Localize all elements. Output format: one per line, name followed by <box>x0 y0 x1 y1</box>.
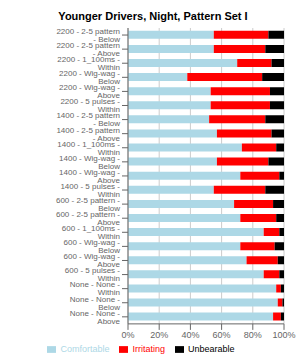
html-text:1400 - Wig-wag -: 1400 - Wig-wag - <box>59 153 120 163</box>
svg-text:0%: 0% <box>121 330 134 340</box>
svg-text:60%: 60% <box>213 330 231 340</box>
html-text:Below: Below <box>98 161 120 171</box>
html-text:1400 - 2-5 pattern: 1400 - 2-5 pattern <box>56 111 120 121</box>
html-text:600 - 5 pulses -: 600 - 5 pulses - <box>64 266 120 276</box>
html-text:2200 - Wig-wag -: 2200 - Wig-wag - <box>59 83 120 93</box>
html-text:- Below: - Below <box>93 119 120 129</box>
html-text:Below: Below <box>98 204 120 213</box>
html-text:600 - 2-5 pattern -: 600 - 2-5 pattern - <box>56 210 120 219</box>
html-text:600 - Wig-wag -: 600 - Wig-wag - <box>63 252 120 262</box>
html-text:Within: Within <box>97 147 120 157</box>
html-text:Above: Above <box>97 175 120 185</box>
svg-text:100%: 100% <box>272 330 295 340</box>
html-text:2200 - 5 pulses -: 2200 - 5 pulses - <box>60 97 120 107</box>
html-text:2200 - 2-5 pattern: 2200 - 2-5 pattern <box>56 26 120 36</box>
html-text:2200 - Wig-wag -: 2200 - Wig-wag - <box>59 69 120 79</box>
html-text:600 - 2-5 pattern -: 600 - 2-5 pattern - <box>56 196 120 205</box>
html-text:Comfortable: Comfortable <box>60 343 110 354</box>
html-text:Within: Within <box>97 232 120 242</box>
html-text:- Above: - Above <box>92 133 120 143</box>
html-text:None - None -: None - None - <box>69 280 120 290</box>
html-text:Above: Above <box>97 91 120 101</box>
html-text:Below: Below <box>98 77 120 87</box>
html-text:Above: Above <box>97 218 120 227</box>
html-text:Within: Within <box>97 288 120 298</box>
svg-text:40%: 40% <box>181 330 199 340</box>
html-text:Above: Above <box>97 260 120 270</box>
svg-text:None - None -Above: None - None -Above <box>70 309 121 326</box>
html-text:600 - Wig-wag -: 600 - Wig-wag - <box>63 238 120 248</box>
html-text:- Below: - Below <box>93 34 120 44</box>
html-text:Within: Within <box>97 63 120 73</box>
html-text:1400 - 1_100ms -: 1400 - 1_100ms - <box>57 139 120 149</box>
html-text:1400 - 5 pulses -: 1400 - 5 pulses - <box>60 181 120 191</box>
html-text:Within: Within <box>97 105 120 115</box>
html-text:None - None -: None - None - <box>69 294 120 304</box>
svg-text:20%: 20% <box>150 330 168 340</box>
html-text:Irritating: Irritating <box>132 343 165 354</box>
html-text:Below: Below <box>98 246 120 256</box>
html-text:1400 - 2-5 pattern: 1400 - 2-5 pattern <box>56 125 120 135</box>
html-text:2200 - 1_100ms -: 2200 - 1_100ms - <box>57 55 120 65</box>
svg-text:80%: 80% <box>244 330 262 340</box>
html-text:- Above: - Above <box>92 49 120 58</box>
html-text:Within: Within <box>97 189 120 199</box>
html-text:Unbearable: Unbearable <box>188 343 235 354</box>
html-text:1400 - Wig-wag -: 1400 - Wig-wag - <box>59 167 120 177</box>
html-text:Younger Drivers, Night, Patter: Younger Drivers, Night, Pattern Set I <box>58 10 248 22</box>
html-text:2200 - 2-5 pattern: 2200 - 2-5 pattern <box>56 41 120 50</box>
html-text:600 - 1_100ms -: 600 - 1_100ms - <box>61 224 120 234</box>
html-text:Within: Within <box>97 274 120 284</box>
html-text:Below: Below <box>98 302 120 312</box>
